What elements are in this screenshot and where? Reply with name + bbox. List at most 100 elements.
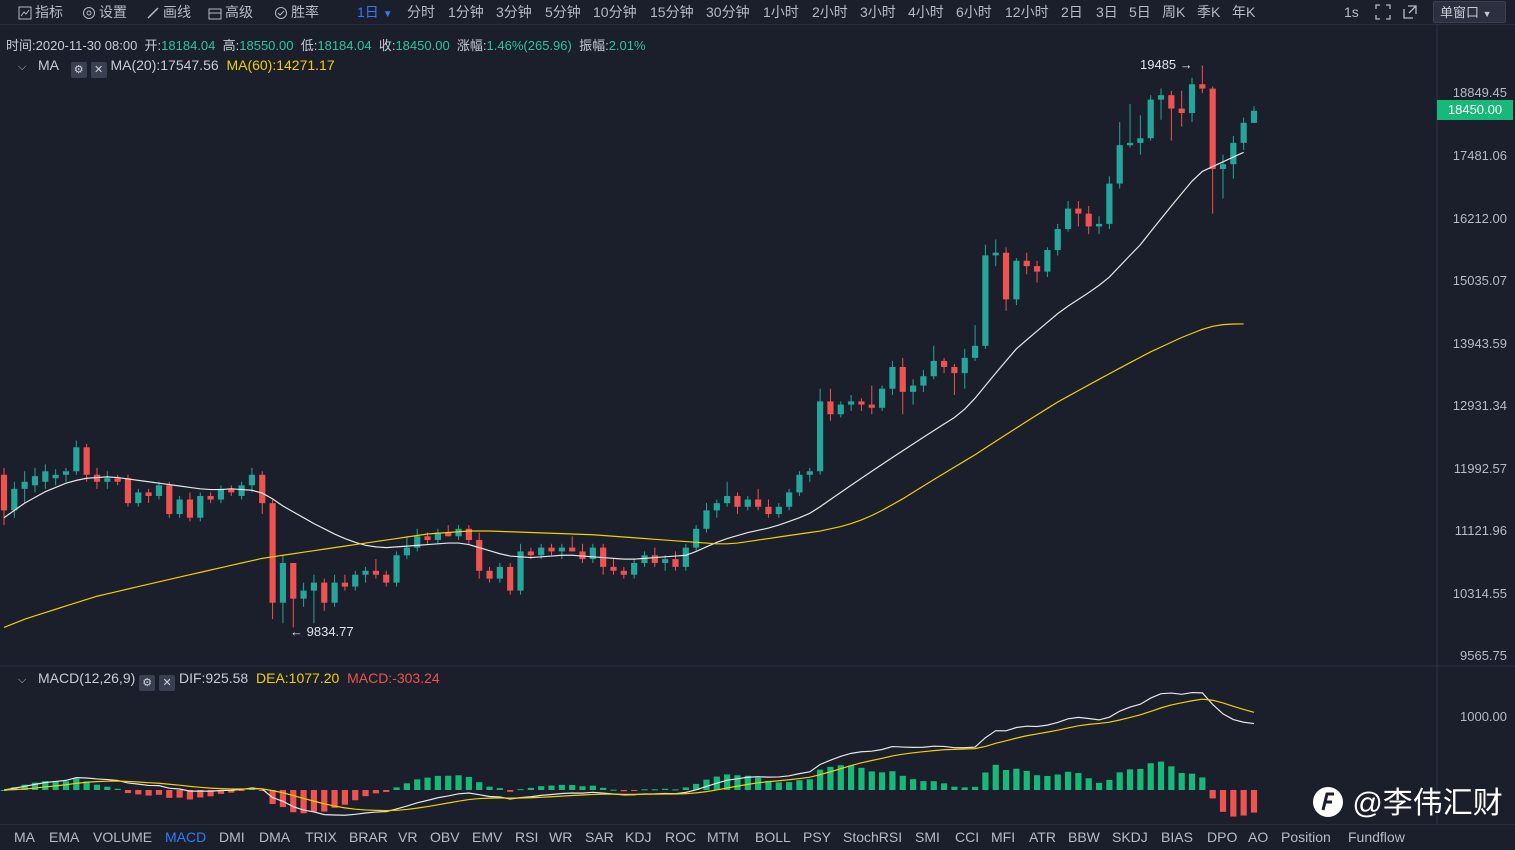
indicator-tab[interactable]: AO [1248,829,1269,845]
macd-histogram-bar [940,783,948,790]
macd-histogram-bar [372,790,379,794]
period-option[interactable]: 2小时 [812,4,848,20]
macd-histogram-bar [796,780,803,790]
indicator-tab[interactable]: SMI [915,829,940,845]
indicator-tab[interactable]: ROC [665,829,697,845]
candle-body [1168,95,1175,109]
indicator-tab[interactable]: StochRSI [843,829,903,845]
indicator-button[interactable]: 指标 [18,2,63,22]
gear-icon[interactable]: ⚙ [139,675,156,691]
macd-histogram-bar [455,775,462,790]
period-option[interactable]: 3日 [1096,4,1118,20]
indicator-tab[interactable]: DMA [259,829,291,845]
period-option[interactable]: 分时 [407,4,435,20]
change-value: 1.46%(265.96) [486,38,572,53]
macd-histogram-bar [1250,790,1258,813]
indicator-tab[interactable]: BOLL [755,829,791,845]
candle-body [321,582,328,603]
period-option[interactable]: 2日 [1061,4,1083,20]
collapse-chevron-icon[interactable]: ⌵ [18,674,27,686]
indicator-tab[interactable]: DMI [219,829,245,845]
indicator-tab[interactable]: OBV [430,829,460,845]
period-selector[interactable]: 1日 ▼ [357,2,393,22]
indicator-tab[interactable]: MFI [991,829,1016,845]
indicator-tab[interactable]: EMV [472,829,503,845]
indicator-tab[interactable]: BRAR [349,829,388,845]
indicator-tab[interactable]: SKDJ [1112,829,1148,845]
indicator-tab[interactable]: WR [549,829,573,845]
indicator-tab[interactable]: ATR [1029,829,1056,845]
active-period-label: 1日 [357,4,379,20]
macd-histogram-bar [0,790,8,791]
macd-histogram-bar [135,790,142,795]
interval-label[interactable]: 1s [1344,4,1359,20]
period-option[interactable]: 3分钟 [496,4,532,20]
indicator-tab[interactable]: RSI [515,829,539,845]
open-label: 开: [144,38,162,53]
indicator-tab[interactable]: MA [14,829,35,845]
high-value: 18550.00 [239,38,294,53]
period-option[interactable]: 6小时 [956,4,992,20]
indicator-tab[interactable]: MTM [707,829,739,845]
draw-button[interactable]: 画线 [146,2,191,22]
indicator-tab[interactable]: VOLUME [93,829,153,845]
period-option[interactable]: 3小时 [860,4,896,20]
period-option[interactable]: 5日 [1129,4,1151,20]
candle-body [279,562,287,603]
candle-body [1095,223,1103,227]
candle-body [269,503,276,603]
macd-histogram-bar [589,785,596,790]
indicator-tab[interactable]: KDJ [625,829,652,845]
indicator-tab[interactable]: PSY [803,829,832,845]
indicator-tab[interactable]: MACD [165,829,207,845]
period-option[interactable]: 4小时 [908,4,944,20]
indicator-tab[interactable]: VR [398,829,418,845]
fullscreen-icon[interactable] [1375,2,1394,22]
indicator-tab[interactable]: BBW [1068,829,1100,845]
indicator-tab[interactable]: DPO [1207,829,1238,845]
period-option[interactable]: 1小时 [763,4,799,20]
window-mode-select[interactable]: 单窗口 ▼ [1433,1,1506,23]
indicator-tab[interactable]: CCI [955,829,980,845]
indicator-tab[interactable]: BIAS [1161,829,1193,845]
candle-body [207,495,214,500]
candle-body [0,474,8,511]
period-option[interactable]: 1分钟 [448,4,484,20]
macd-histogram-bar [1064,771,1072,790]
gear-icon[interactable]: ⚙ [70,62,87,78]
period-option[interactable]: 周K [1162,4,1186,20]
indicator-tab[interactable]: TRIX [305,829,337,845]
indicator-tab[interactable]: EMA [49,829,80,845]
collapse-chevron-icon[interactable]: ⌵ [18,61,27,73]
period-option[interactable]: 30分钟 [706,4,750,20]
candle-body [176,499,183,515]
low-annotation-value: 9834.77 [306,624,354,639]
candle-body [104,478,111,482]
period-option[interactable]: 季K [1197,4,1221,20]
close-icon[interactable]: ✕ [159,675,176,691]
candle-body [1054,229,1061,251]
macd-histogram-bar [734,775,741,790]
period-option[interactable]: 年K [1232,4,1256,20]
popout-icon[interactable] [1402,2,1421,22]
period-option[interactable]: 15分钟 [650,4,694,20]
candle-body [672,559,679,567]
macd-histogram-bar [31,782,39,790]
top-toolbar: 指标 设置 画线 高级 胜率 1日 ▼ 分时 1分钟 3分钟 5分钟 10分钟 15分钟 3… [0,0,1515,25]
indicator-tab[interactable]: Position [1281,829,1331,845]
settings-button[interactable]: 设置 [82,2,127,22]
period-option[interactable]: 5分钟 [545,4,581,20]
close-value: 18450.00 [395,38,450,53]
close-icon[interactable]: ✕ [90,62,107,78]
indicator-tab[interactable]: Fundflow [1348,829,1405,845]
macd-histogram-bar [558,784,565,790]
advanced-button[interactable]: 高级 [208,2,253,22]
period-option[interactable]: 10分钟 [593,4,637,20]
macd-histogram-bar [279,790,287,808]
winrate-button[interactable]: 胜率 [274,2,319,22]
period-option[interactable]: 12小时 [1005,4,1049,20]
candle-body [331,582,338,603]
macd-histogram-bar [848,765,855,790]
indicator-tab[interactable]: SAR [585,829,614,845]
